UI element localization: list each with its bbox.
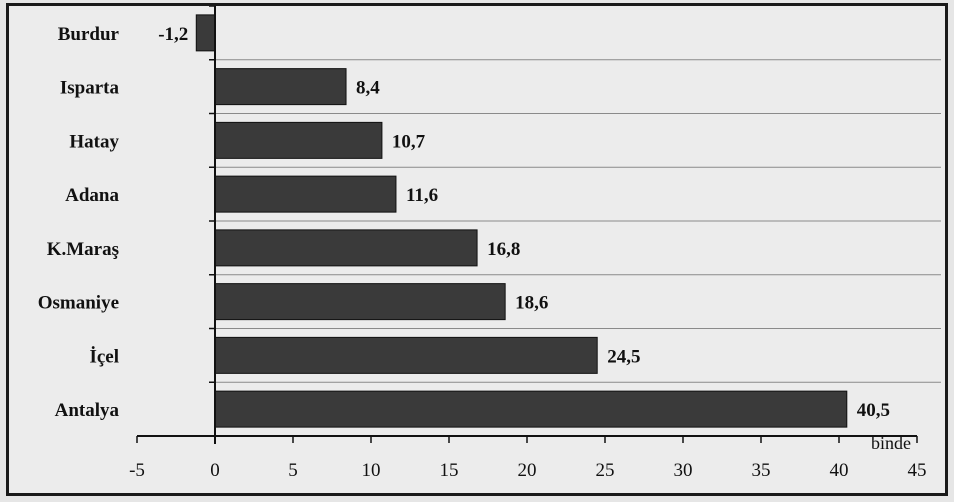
value-label: -1,2	[158, 24, 188, 45]
grid-lines	[215, 59, 941, 383]
axes	[136, 6, 918, 444]
category-label: İçel	[89, 346, 119, 367]
bar-6	[214, 283, 506, 321]
category-label: Isparta	[60, 78, 120, 99]
x-tick-label: 20	[518, 460, 537, 481]
x-tick-label: 25	[596, 460, 615, 481]
x-tick-label: 0	[210, 460, 220, 481]
x-tick-label: 5	[288, 460, 298, 481]
bar-7	[214, 336, 598, 374]
bar-chart: Burdur -1,2 Isparta 8,4 Hatay 10,7 Adana 11,6 K.…	[9, 6, 945, 493]
value-label: 10,7	[392, 131, 426, 152]
x-tick-label: 40	[830, 460, 849, 481]
value-label: 24,5	[607, 346, 640, 367]
category-label: K.Maraş	[47, 239, 119, 260]
bar-1	[195, 14, 216, 52]
category-label: Adana	[65, 185, 119, 206]
bar-2	[214, 68, 347, 106]
category-label: Burdur	[58, 24, 120, 45]
x-tick-label: 45	[908, 460, 927, 481]
value-label: 18,6	[515, 293, 548, 314]
chart-frame: Burdur -1,2 Isparta 8,4 Hatay 10,7 Adana 11,6 K.…	[6, 3, 948, 496]
x-tick-label: -5	[129, 460, 145, 481]
unit-label: binde	[871, 433, 911, 453]
bar-4	[214, 175, 397, 213]
bar-3	[214, 121, 383, 159]
x-tick-label: 15	[440, 460, 459, 481]
value-label: 16,8	[487, 239, 520, 260]
category-label: Hatay	[69, 131, 119, 152]
x-tick-label: 35	[752, 460, 771, 481]
category-label: Osmaniye	[38, 293, 119, 314]
bar-5	[214, 229, 478, 267]
value-label: 11,6	[406, 185, 438, 206]
category-label: Antalya	[55, 400, 120, 421]
value-label: 40,5	[857, 400, 890, 421]
bars	[195, 14, 848, 428]
labels: Burdur -1,2 Isparta 8,4 Hatay 10,7 Adana 11,6 K.…	[38, 24, 927, 481]
x-tick-label: 10	[362, 460, 381, 481]
x-tick-label: 30	[674, 460, 693, 481]
value-label: 8,4	[356, 78, 380, 99]
bar-8	[214, 390, 848, 428]
